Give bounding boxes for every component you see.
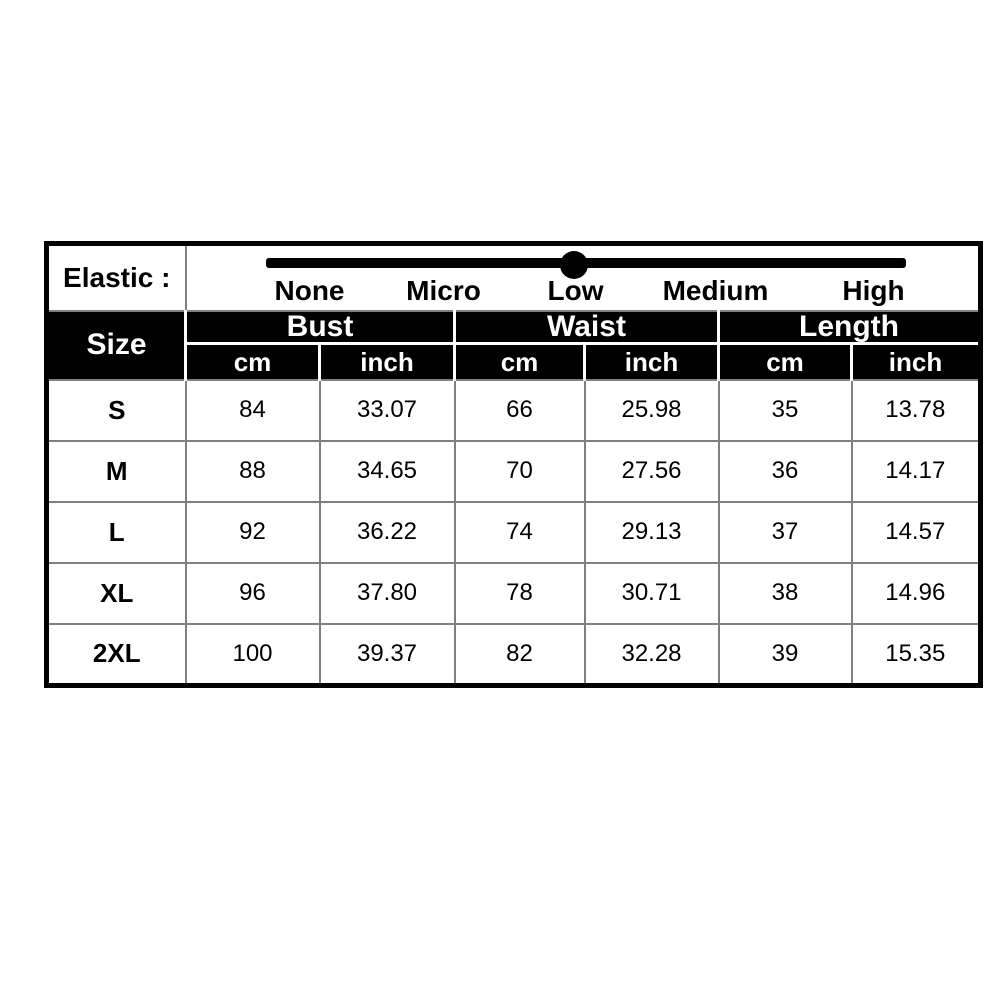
waist-cm-value: 78: [453, 561, 586, 625]
elastic-slider: None Micro Low Medium High: [188, 246, 979, 309]
size-chart-table: Elastic : None Micro Low Medium High Siz…: [44, 241, 984, 688]
bust-cm-value: 88: [184, 439, 321, 503]
bust-header: Bust: [184, 310, 456, 345]
length-cm-value: 37: [717, 500, 853, 564]
bust-inch-value: 39.37: [318, 622, 456, 687]
unit-header-row: cm inch cm inch cm inch: [47, 342, 983, 381]
waist-cm-value: 82: [453, 622, 586, 687]
elastic-row: Elastic : None Micro Low Medium High: [45, 242, 982, 312]
elastic-slider-cell: None Micro Low Medium High: [184, 242, 982, 312]
elastic-level-high: High: [842, 275, 905, 306]
group-header-row: Size Bust Waist Length: [45, 310, 983, 381]
table-row: XL 96 37.80 78 30.71 38 14.96: [45, 561, 982, 625]
size-label: 2XL: [45, 622, 187, 687]
table-row: S 84 33.07 66 25.98 35 13.78: [45, 378, 982, 442]
bust-cm-value: 100: [184, 622, 321, 687]
elastic-level-medium: Medium: [662, 275, 769, 306]
size-header: Size: [45, 310, 187, 381]
table-row: L 92 36.22 74 29.13 37 14.57: [45, 500, 982, 564]
bust-inch-value: 34.65: [318, 439, 456, 503]
size-label: L: [45, 500, 187, 564]
table-row: M 88 34.65 70 27.56 36 14.17: [45, 439, 982, 503]
elastic-level-low: Low: [547, 275, 604, 306]
waist-inch-header: inch: [583, 342, 720, 381]
bust-cm-value: 92: [184, 500, 321, 564]
waist-inch-value: 27.56: [583, 439, 720, 503]
table-row: 2XL 100 39.37 82 32.28 39 15.35: [45, 622, 982, 687]
size-label: S: [45, 378, 187, 442]
bust-cm-header: cm: [184, 342, 321, 381]
length-inch-value: 14.57: [850, 500, 982, 564]
length-inch-value: 14.96: [850, 561, 982, 625]
length-header: Length: [716, 310, 983, 345]
waist-cm-value: 74: [453, 500, 586, 564]
waist-cm-value: 66: [453, 378, 586, 442]
size-label: M: [45, 439, 187, 503]
size-chart: Elastic : None Micro Low Medium High Siz…: [44, 241, 984, 688]
elastic-level-micro: Micro: [406, 275, 481, 306]
waist-cm-header: cm: [453, 342, 586, 381]
elastic-slider-handle[interactable]: [559, 251, 588, 279]
bust-inch-value: 33.07: [318, 378, 456, 442]
waist-inch-value: 30.71: [583, 561, 720, 625]
waist-cm-value: 70: [453, 439, 586, 503]
elastic-level-none: None: [274, 275, 345, 306]
waist-inch-value: 25.98: [583, 378, 720, 442]
size-label: XL: [45, 561, 187, 625]
bust-inch-value: 37.80: [318, 561, 456, 625]
bust-cm-value: 84: [184, 378, 321, 442]
bust-inch-header: inch: [318, 342, 456, 381]
length-inch-value: 14.17: [850, 439, 982, 503]
length-cm-header: cm: [717, 342, 853, 381]
waist-inch-value: 29.13: [583, 500, 720, 564]
waist-inch-value: 32.28: [583, 622, 720, 687]
length-cm-value: 35: [717, 378, 853, 442]
length-inch-header: inch: [849, 342, 983, 381]
elastic-label: Elastic :: [45, 242, 187, 312]
bust-cm-value: 96: [184, 561, 321, 625]
bust-inch-value: 36.22: [318, 500, 456, 564]
length-cm-value: 36: [717, 439, 853, 503]
length-cm-value: 38: [717, 561, 853, 625]
length-inch-value: 15.35: [850, 622, 982, 687]
waist-header: Waist: [453, 310, 720, 345]
length-inch-value: 13.78: [850, 378, 982, 442]
length-cm-value: 39: [717, 622, 853, 687]
